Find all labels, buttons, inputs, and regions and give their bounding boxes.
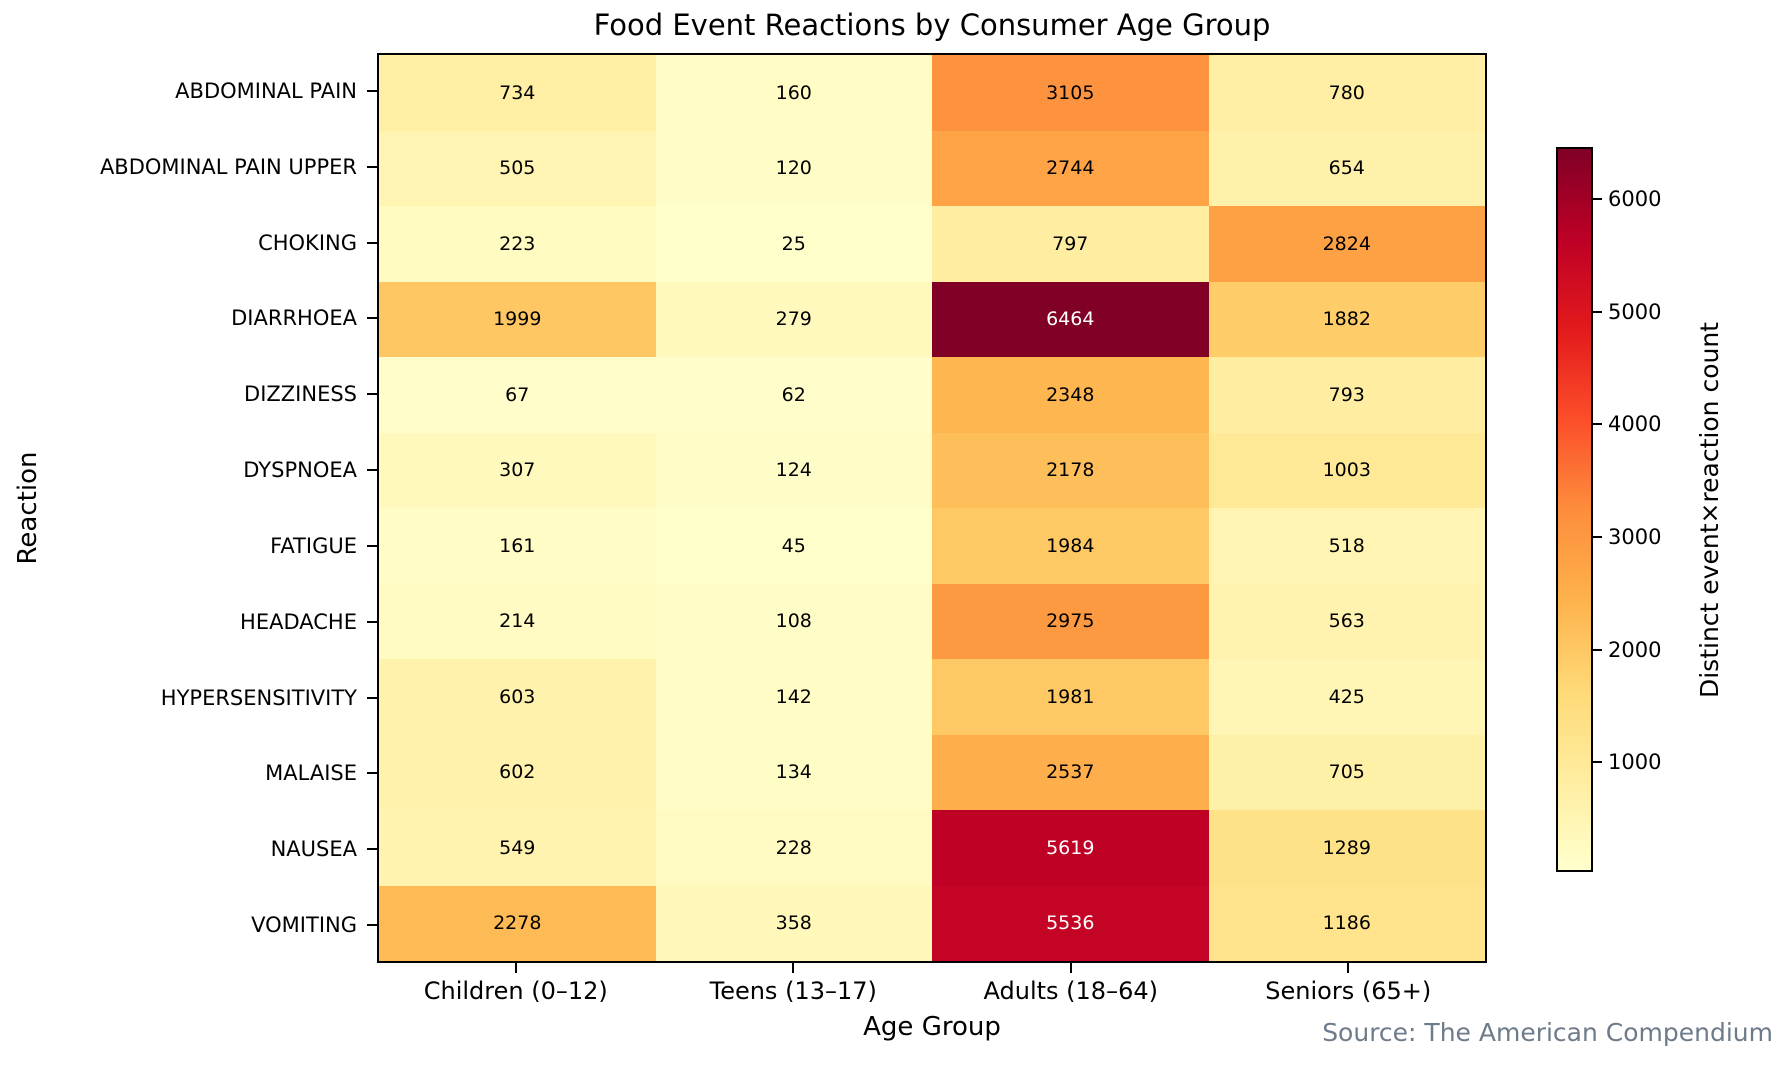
colorbar-tick-label: 5000 (1608, 299, 1662, 324)
y-tick-mark (367, 165, 377, 168)
y-tick-label: NAUSEA (270, 837, 357, 862)
heatmap-cell: 518 (1208, 508, 1485, 584)
heatmap-cell: 2537 (932, 734, 1209, 810)
y-tick-mark (367, 620, 377, 623)
x-tick-mark (1347, 963, 1350, 973)
y-tick-mark (367, 393, 377, 396)
y-tick-mark (367, 317, 377, 320)
colorbar-tick-label: 6000 (1608, 187, 1662, 212)
heatmap-cell: 563 (1208, 583, 1485, 659)
heatmap-cell: 120 (655, 130, 932, 206)
colorbar-tick-label: 2000 (1608, 637, 1662, 662)
heatmap-cell: 2348 (932, 357, 1209, 433)
x-tick-mark (792, 963, 795, 973)
heatmap-cell: 505 (379, 130, 656, 206)
heatmap-cell: 223 (379, 206, 656, 282)
heatmap-cell: 134 (655, 734, 932, 810)
heatmap-cell: 307 (379, 432, 656, 508)
y-tick-label: ABDOMINAL PAIN UPPER (99, 154, 357, 179)
heatmap-cell: 2744 (932, 130, 1209, 206)
y-tick-mark (367, 772, 377, 775)
heatmap-cell: 1289 (1208, 810, 1485, 886)
heatmap-cell: 1186 (1208, 885, 1485, 961)
heatmap-cell: 214 (379, 583, 656, 659)
heatmap-cell: 25 (655, 206, 932, 282)
heatmap-cell: 5536 (932, 885, 1209, 961)
x-tick-mark (1069, 963, 1072, 973)
chart-title: Food Event Reactions by Consumer Age Gro… (593, 8, 1271, 42)
y-tick-label: HEADACHE (240, 609, 357, 634)
heatmap-cell: 425 (1208, 659, 1485, 735)
colorbar-tick-mark (1593, 198, 1602, 201)
heatmap-cell: 45 (655, 508, 932, 584)
heatmap-cell: 279 (655, 281, 932, 357)
heatmap-plot-area: 734 160 3105 780 505 120 2744 654 223 25 797 2824 19… (377, 53, 1487, 963)
heatmap-cell: 67 (379, 357, 656, 433)
colorbar-tick-mark (1593, 423, 1602, 426)
colorbar-tick-mark (1593, 310, 1602, 313)
heatmap-cell: 6464 (932, 281, 1209, 357)
colorbar-tick-label: 4000 (1608, 412, 1662, 437)
x-tick-label: Teens (13–17) (709, 977, 877, 1005)
x-tick-label: Seniors (65+) (1265, 977, 1432, 1005)
heatmap-cell: 1882 (1208, 281, 1485, 357)
heatmap-cell: 124 (655, 432, 932, 508)
x-tick-mark (514, 963, 517, 973)
heatmap-cell: 3105 (932, 55, 1209, 131)
y-tick-label: DYSPNOEA (243, 458, 357, 483)
y-tick-mark (367, 241, 377, 244)
heatmap-cell: 2278 (379, 885, 656, 961)
heatmap-cell: 549 (379, 810, 656, 886)
heatmap-cell: 1999 (379, 281, 656, 357)
heatmap-cell: 108 (655, 583, 932, 659)
source-note: Source: The American Compendium (1322, 1018, 1773, 1047)
y-tick-mark (367, 696, 377, 699)
heatmap-cell: 734 (379, 55, 656, 131)
colorbar-tick-mark (1593, 536, 1602, 539)
x-tick-label: Children (0–12) (423, 977, 608, 1005)
heatmap-cell: 2178 (932, 432, 1209, 508)
heatmap-cell: 705 (1208, 734, 1485, 810)
heatmap-cell: 797 (932, 206, 1209, 282)
heatmap-cell: 62 (655, 357, 932, 433)
heatmap-cell: 161 (379, 508, 656, 584)
heatmap-cell: 2975 (932, 583, 1209, 659)
colorbar-label: Distinct event×reaction count (1695, 322, 1724, 699)
heatmap-cell: 160 (655, 55, 932, 131)
heatmap-cell: 228 (655, 810, 932, 886)
y-tick-mark (367, 544, 377, 547)
y-tick-label: FATIGUE (270, 533, 357, 558)
y-tick-label: CHOKING (258, 230, 357, 255)
heatmap-cell: 5619 (932, 810, 1209, 886)
heatmap-cell: 793 (1208, 357, 1485, 433)
heatmap-cell: 2824 (1208, 206, 1485, 282)
x-axis-title: Age Group (863, 1012, 1001, 1042)
y-tick-label: DIZZINESS (244, 382, 357, 407)
y-tick-mark (367, 469, 377, 472)
y-tick-mark (367, 924, 377, 927)
y-tick-label: HYPERSENSITIVITY (160, 685, 357, 710)
heatmap-cell: 603 (379, 659, 656, 735)
heatmap-cell: 358 (655, 885, 932, 961)
x-tick-label: Adults (18–64) (983, 977, 1158, 1005)
heatmap-cell: 1984 (932, 508, 1209, 584)
y-tick-mark (367, 89, 377, 92)
heatmap-cell: 1003 (1208, 432, 1485, 508)
heatmap-cell: 654 (1208, 130, 1485, 206)
colorbar-tick-mark (1593, 761, 1602, 764)
y-tick-label: DIARRHOEA (231, 306, 357, 331)
y-tick-label: MALAISE (265, 761, 357, 786)
y-tick-mark (367, 848, 377, 851)
colorbar-tick-label: 3000 (1608, 525, 1662, 550)
y-tick-label: ABDOMINAL PAIN (175, 78, 357, 103)
colorbar-tick-mark (1593, 648, 1602, 651)
heatmap-cell: 142 (655, 659, 932, 735)
colorbar-tick-label: 1000 (1608, 750, 1662, 775)
heatmap-cell: 602 (379, 734, 656, 810)
colorbar (1556, 147, 1593, 872)
y-tick-label: VOMITING (251, 913, 357, 938)
heatmap-cell: 1981 (932, 659, 1209, 735)
heatmap-cell: 780 (1208, 55, 1485, 131)
